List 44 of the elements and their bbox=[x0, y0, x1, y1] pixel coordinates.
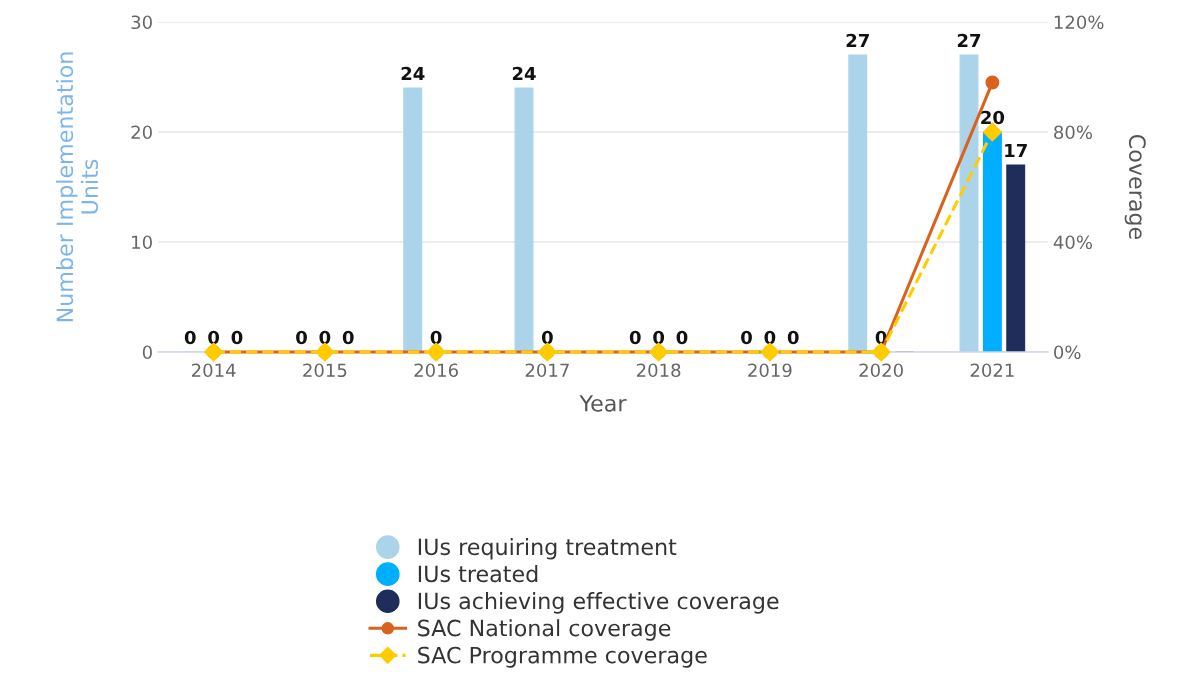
x-tick-label: 2017 bbox=[525, 363, 569, 378]
y2-tick-label: 80% bbox=[1054, 125, 1092, 140]
y-tick-label: 20 bbox=[131, 125, 152, 140]
data-label: 0 bbox=[653, 330, 665, 345]
data-label: 24 bbox=[401, 66, 425, 81]
y2-tick-label: 120% bbox=[1054, 15, 1104, 30]
x-tick-label: 2018 bbox=[636, 363, 681, 378]
legend-label: SAC Programme coverage bbox=[418, 646, 707, 668]
data-label: 0 bbox=[741, 330, 752, 345]
data-label: 24 bbox=[512, 66, 536, 81]
data-label: 0 bbox=[676, 330, 688, 345]
data-label: 0 bbox=[764, 330, 776, 345]
x-tick-label: 2014 bbox=[191, 363, 236, 378]
data-label: 0 bbox=[231, 330, 243, 345]
legend-label: SAC National coverage bbox=[418, 619, 671, 641]
y2-tick-label: 40% bbox=[1053, 235, 1092, 250]
y-tick-label: 10 bbox=[132, 235, 152, 250]
x-tick-label: 2015 bbox=[303, 363, 347, 378]
x-tick-label: 2016 bbox=[414, 363, 458, 378]
data-label: 0 bbox=[342, 330, 354, 345]
x-tick-label: 2019 bbox=[748, 363, 792, 378]
data-label: 20 bbox=[981, 110, 1005, 125]
legend-label: IUs requiring treatment bbox=[418, 538, 677, 560]
data-label: 0 bbox=[184, 330, 196, 345]
data-label: 0 bbox=[296, 330, 307, 345]
x-axis-title: Year bbox=[579, 395, 627, 412]
data-label: 0 bbox=[208, 330, 220, 345]
data-label: 0 bbox=[541, 330, 553, 345]
y-tick-label: 30 bbox=[131, 15, 152, 30]
data-label: 0 bbox=[319, 330, 331, 345]
y2-axis-title: Coverage bbox=[1124, 135, 1146, 240]
data-label: 17 bbox=[1005, 143, 1027, 158]
y-axis-title: Number Implementation Units bbox=[55, 52, 99, 322]
legend-label: IUs achieving effective coverage bbox=[418, 592, 779, 614]
y-tick-label: 0 bbox=[142, 345, 152, 360]
data-label: 27 bbox=[846, 33, 869, 48]
y2-tick-label: 0% bbox=[1054, 345, 1081, 360]
data-label: 0 bbox=[430, 330, 442, 345]
x-tick-label: 2021 bbox=[970, 363, 1014, 378]
data-label: 27 bbox=[957, 33, 981, 48]
data-label: 0 bbox=[787, 330, 799, 345]
x-tick-label: 2020 bbox=[859, 363, 903, 378]
legend-label: IUs treated bbox=[418, 565, 538, 583]
data-label: 0 bbox=[629, 330, 641, 345]
